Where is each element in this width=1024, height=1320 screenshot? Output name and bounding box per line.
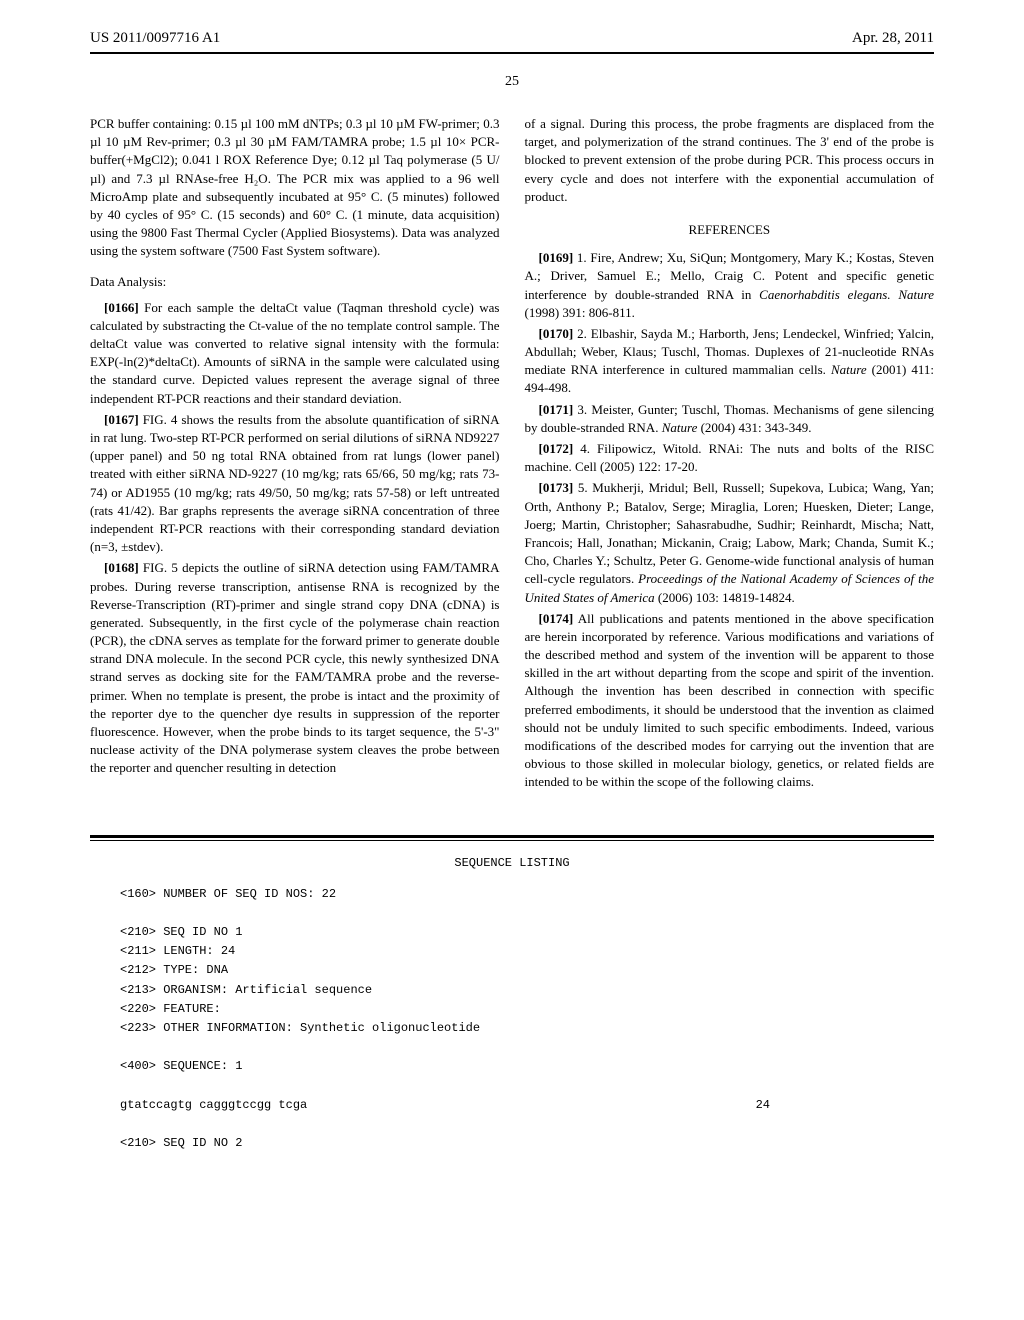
- header-divider: [90, 52, 934, 54]
- left-column: PCR buffer containing: 0.15 µl 100 mM dN…: [90, 115, 500, 795]
- publication-number: US 2011/0097716 A1: [90, 30, 220, 47]
- page-number: 25: [0, 74, 1024, 90]
- seq-line-210: <210> SEQ ID NO 1: [120, 923, 934, 942]
- ref-num-0172: [0172]: [539, 441, 574, 456]
- seq-line-210-2: <210> SEQ ID NO 2: [120, 1134, 934, 1153]
- ref-num-0173: [0173]: [539, 480, 574, 495]
- ref-italic-0170: Nature: [831, 362, 867, 377]
- seq-divider-thin: [90, 840, 934, 841]
- para-text-0166: For each sample the deltaCt value (Taqma…: [90, 300, 500, 406]
- publication-date: Apr. 28, 2011: [852, 30, 934, 47]
- seq-line-213: <213> ORGANISM: Artificial sequence: [120, 981, 934, 1000]
- para-text-0168: FIG. 5 depicts the outline of siRNA dete…: [90, 560, 500, 775]
- ref-num-0170: [0170]: [539, 326, 574, 341]
- para-num-0166: [0166]: [104, 300, 139, 315]
- reference-0169: [0169] 1. Fire, Andrew; Xu, SiQun; Montg…: [525, 249, 935, 322]
- seq-line-212: <212> TYPE: DNA: [120, 961, 934, 980]
- para-num-0168: [0168]: [104, 560, 139, 575]
- intro-paragraph: PCR buffer containing: 0.15 µl 100 mM dN…: [90, 115, 500, 261]
- seq-line-223: <223> OTHER INFORMATION: Synthetic oligo…: [120, 1019, 934, 1038]
- seq-line-220: <220> FEATURE:: [120, 1000, 934, 1019]
- reference-0170: [0170] 2. Elbashir, Sayda M.; Harborth, …: [525, 325, 935, 398]
- reference-0171: [0171] 3. Meister, Gunter; Tuschl, Thoma…: [525, 401, 935, 437]
- paragraph-0167: [0167] FIG. 4 shows the results from the…: [90, 411, 500, 557]
- seq-line-160: <160> NUMBER OF SEQ ID NOS: 22: [120, 885, 934, 904]
- seq-line-400: <400> SEQUENCE: 1: [120, 1057, 934, 1076]
- right-column: of a signal. During this process, the pr…: [525, 115, 935, 795]
- ref-end-0171: (2004) 431: 343-349.: [697, 420, 811, 435]
- sequence-listing: SEQUENCE LISTING <160> NUMBER OF SEQ ID …: [0, 835, 1024, 1154]
- para-num-0167: [0167]: [104, 412, 139, 427]
- reference-0172: [0172] 4. Filipowicz, Witold. RNAi: The …: [525, 440, 935, 476]
- seq-length-value: 24: [756, 1096, 770, 1115]
- references-heading: REFERENCES: [525, 221, 935, 239]
- para-num-0174: [0174]: [539, 611, 574, 626]
- ref-italic-0169: Caenorhabditis elegans. Nature: [759, 287, 934, 302]
- para-text-0174: All publications and patents mentioned i…: [525, 611, 935, 790]
- main-content: PCR buffer containing: 0.15 µl 100 mM dN…: [0, 115, 1024, 795]
- ref-num-0171: [0171]: [539, 402, 574, 417]
- continuation-text: of a signal. During this process, the pr…: [525, 115, 935, 206]
- seq-divider-thick: [90, 835, 934, 838]
- ref-end-0169: (1998) 391: 806-811.: [525, 305, 635, 320]
- data-analysis-heading: Data Analysis:: [90, 273, 500, 291]
- seq-listing-title: SEQUENCE LISTING: [90, 856, 934, 870]
- ref-end-0173: (2006) 103: 14819-14824.: [655, 590, 795, 605]
- paragraph-0168: [0168] FIG. 5 depicts the outline of siR…: [90, 559, 500, 777]
- ref-text-0172: 4. Filipowicz, Witold. RNAi: The nuts an…: [525, 441, 935, 474]
- reference-0173: [0173] 5. Mukherji, Mridul; Bell, Russel…: [525, 479, 935, 606]
- seq-line-211: <211> LENGTH: 24: [120, 942, 934, 961]
- paragraph-0174: [0174] All publications and patents ment…: [525, 610, 935, 792]
- seq-data-line: gtatccagtg cagggtccgg tcga 24: [120, 1096, 770, 1115]
- seq-sequence: gtatccagtg cagggtccgg tcga: [120, 1096, 307, 1115]
- ref-num-0169: [0169]: [539, 250, 574, 265]
- seq-content: <160> NUMBER OF SEQ ID NOS: 22 <210> SEQ…: [90, 885, 934, 1154]
- paragraph-0166: [0166] For each sample the deltaCt value…: [90, 299, 500, 408]
- para-text-0167: FIG. 4 shows the results from the absolu…: [90, 412, 500, 554]
- ref-italic-0171: Nature: [662, 420, 698, 435]
